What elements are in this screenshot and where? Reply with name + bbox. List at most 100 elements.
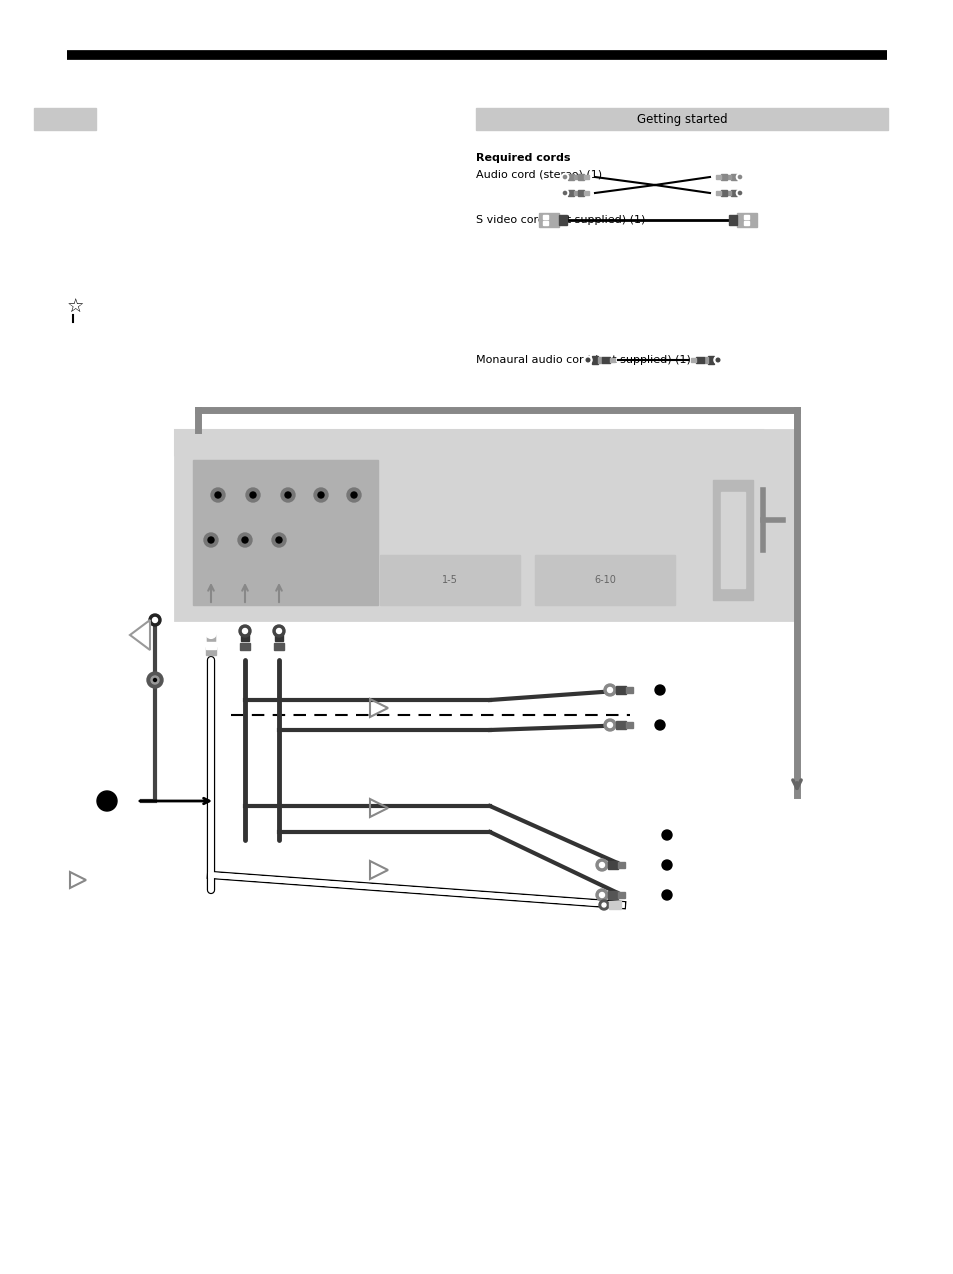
Bar [568,190,573,196]
Circle shape [661,860,671,870]
Circle shape [151,676,159,684]
Bar [207,633,214,645]
Bar [707,357,714,363]
Bar [728,215,737,225]
Bar [621,795,816,925]
Circle shape [661,891,671,899]
Circle shape [656,824,678,846]
Bar [573,191,578,195]
Bar [625,687,633,693]
Bar [712,480,752,600]
Circle shape [716,358,720,362]
Bar [207,633,214,641]
Circle shape [655,685,664,696]
Circle shape [275,538,282,543]
Bar [720,492,744,589]
Bar [274,631,283,641]
Circle shape [598,899,608,910]
Bar [274,643,284,650]
Circle shape [309,483,333,507]
Bar [618,892,624,898]
Bar [240,643,250,650]
Circle shape [317,492,324,498]
Circle shape [199,527,223,552]
Bar [696,357,703,363]
Circle shape [272,533,286,547]
Bar [573,175,578,180]
Bar [558,215,566,225]
Bar [743,215,748,219]
Circle shape [153,679,156,682]
Circle shape [233,527,256,552]
Circle shape [736,173,742,181]
Circle shape [285,492,291,498]
Circle shape [320,527,345,552]
Bar [625,722,633,727]
Text: 1-5: 1-5 [441,575,457,585]
Circle shape [204,533,218,547]
Circle shape [647,713,671,736]
Circle shape [246,488,260,502]
Circle shape [603,719,616,731]
Bar [730,173,736,180]
Bar [730,190,736,196]
Text: ☆: ☆ [67,298,85,316]
Circle shape [351,492,356,498]
Bar [206,647,215,655]
Text: Audio cord (stereo) (1): Audio cord (stereo) (1) [476,169,601,180]
Circle shape [97,791,117,812]
Bar [726,175,730,180]
Circle shape [281,488,294,502]
Circle shape [347,488,360,502]
Bar [641,810,741,915]
Circle shape [214,492,221,498]
Circle shape [713,355,721,364]
Circle shape [276,628,281,633]
Bar [538,213,558,227]
Circle shape [601,903,605,907]
Circle shape [607,722,612,727]
Circle shape [237,533,252,547]
Circle shape [250,492,255,498]
Circle shape [242,538,248,543]
Circle shape [598,862,604,868]
Circle shape [209,631,213,634]
Bar [542,215,547,219]
Bar [355,533,371,548]
Bar [608,901,620,910]
Bar [578,175,583,180]
Circle shape [152,618,157,623]
Bar [193,460,377,605]
Bar [598,357,601,363]
Circle shape [598,893,604,897]
Circle shape [239,626,251,637]
Circle shape [241,483,265,507]
Circle shape [206,628,215,638]
Bar [609,358,615,362]
Bar [737,213,757,227]
Circle shape [147,671,163,688]
Bar [720,190,726,196]
Bar [379,555,519,605]
Circle shape [273,626,285,637]
Circle shape [583,355,592,364]
Circle shape [738,191,740,195]
Text: Required cords: Required cords [476,153,570,163]
Bar [568,173,573,180]
Bar [174,431,792,620]
Bar [720,175,726,180]
Circle shape [703,827,720,843]
Bar [583,191,588,195]
Circle shape [560,190,568,196]
Bar [726,191,730,195]
Bar [716,191,720,195]
Circle shape [560,173,568,181]
Circle shape [585,358,589,362]
Bar [591,357,598,363]
Bar [583,176,588,178]
Circle shape [596,889,607,901]
Circle shape [206,483,230,507]
Bar [743,220,748,225]
Circle shape [596,859,607,871]
Bar [616,721,625,729]
